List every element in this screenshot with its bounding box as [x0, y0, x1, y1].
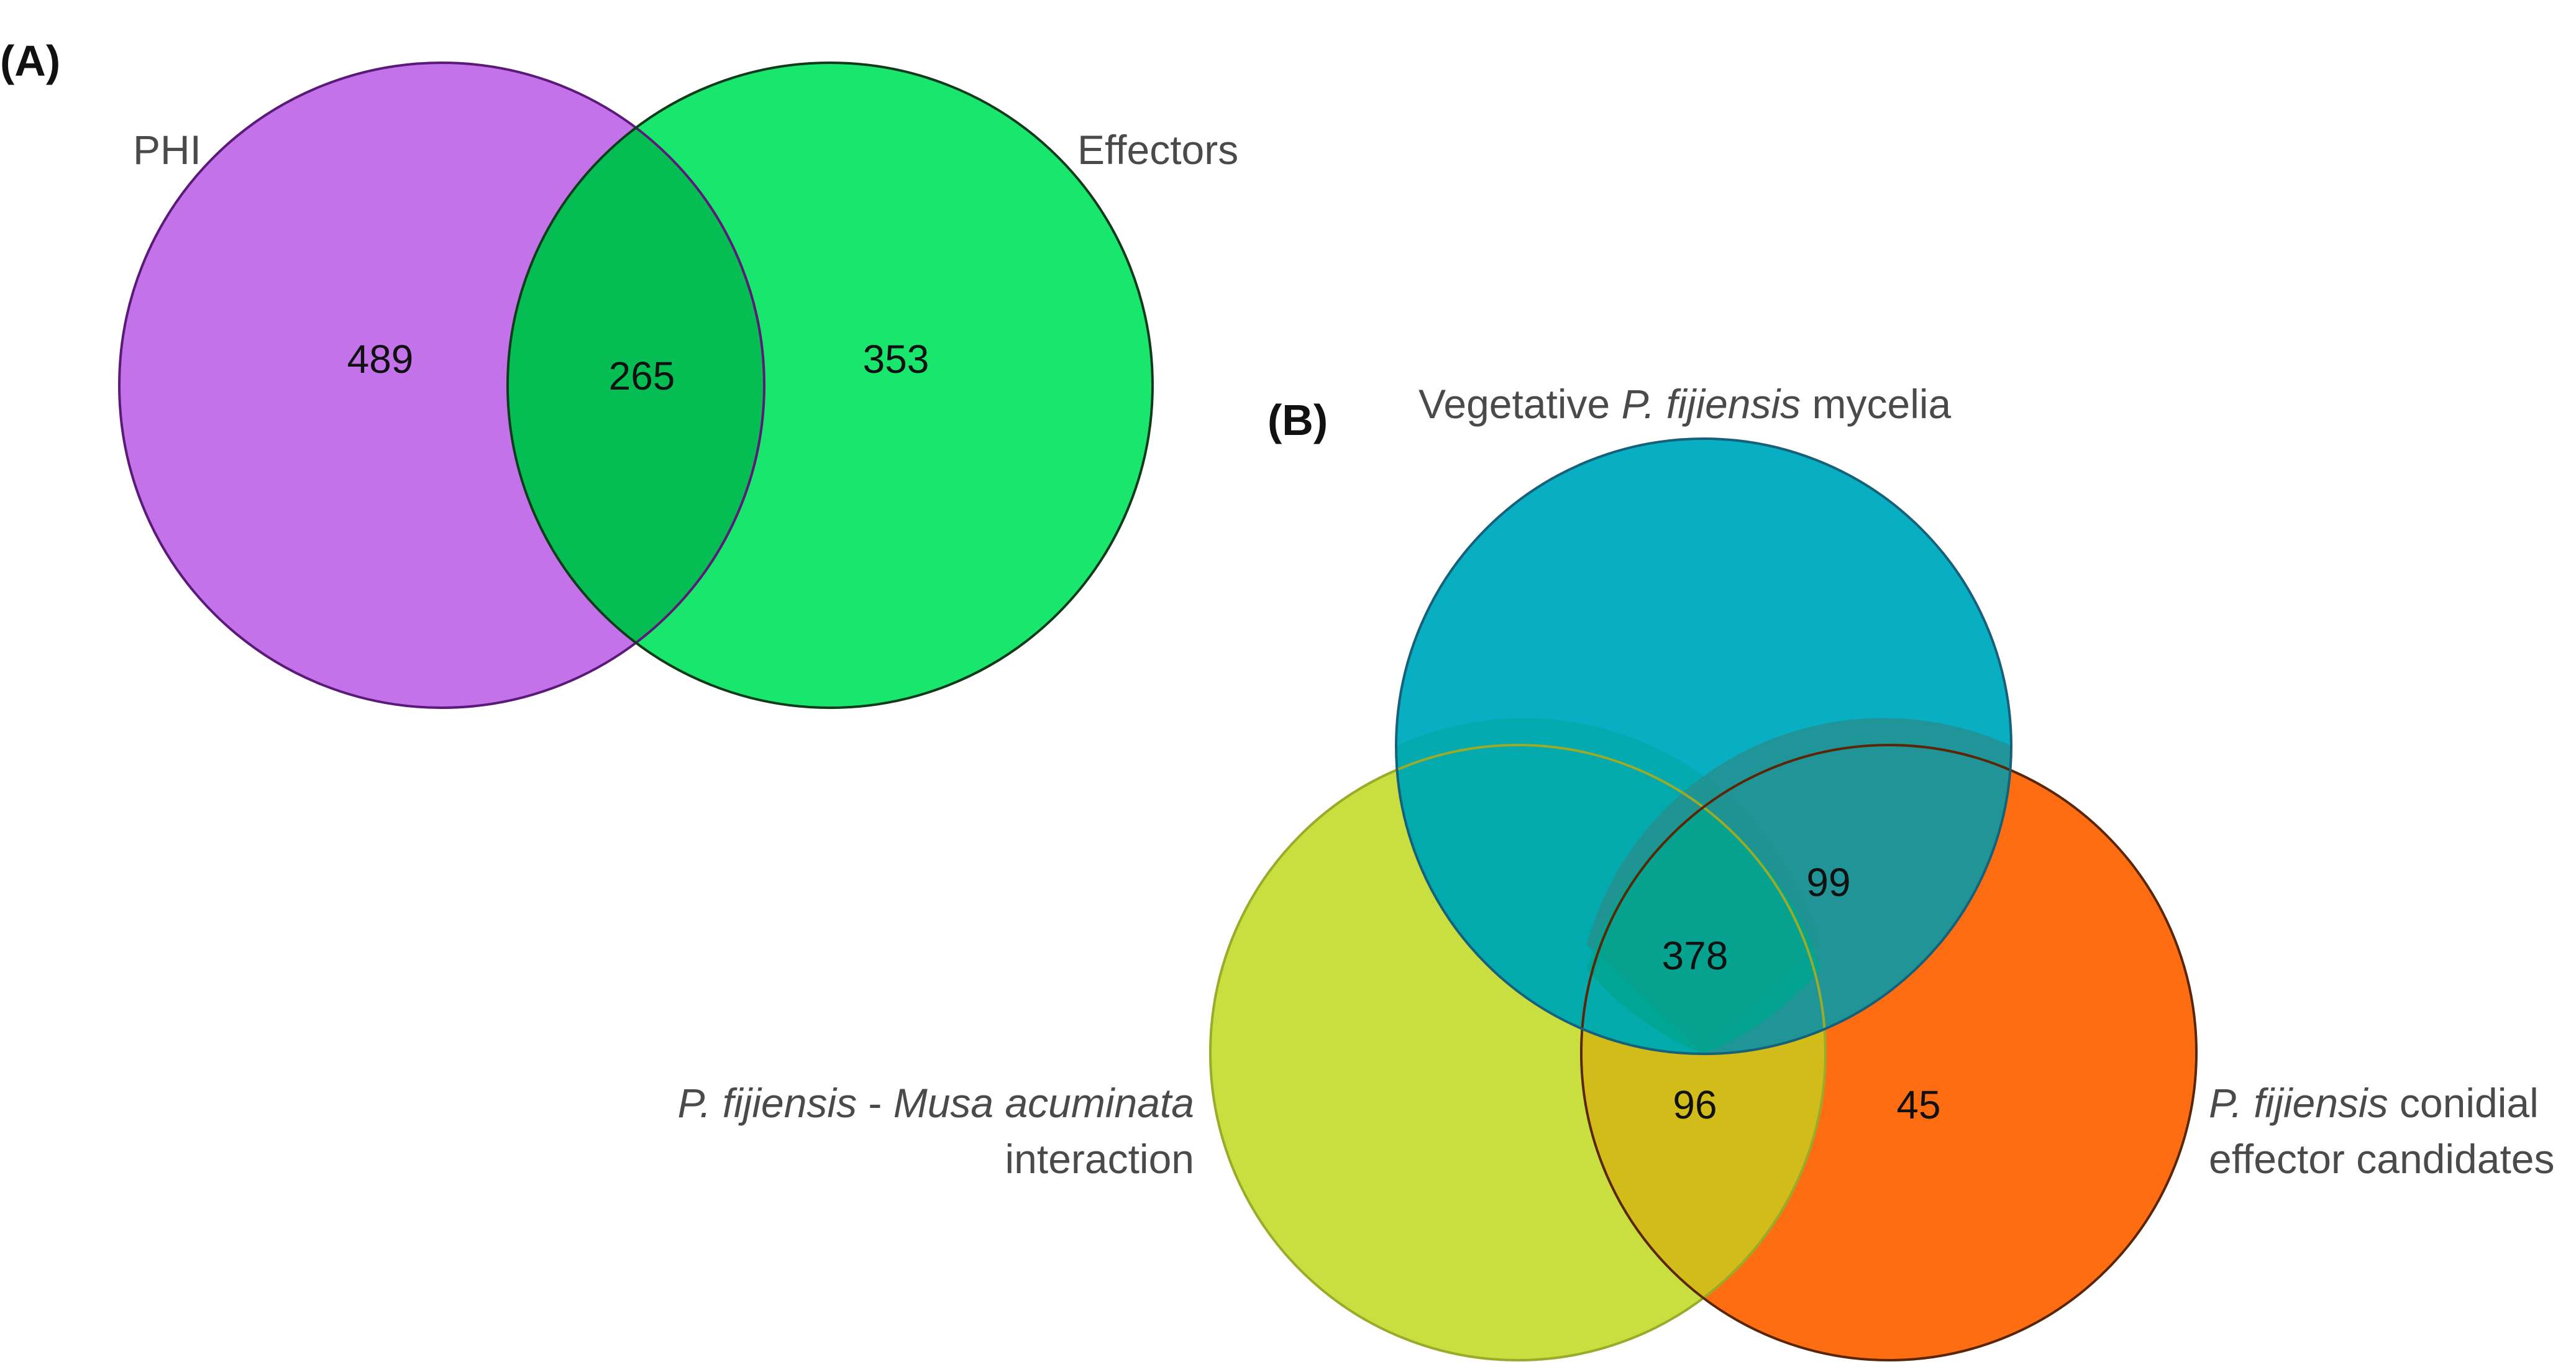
interaction-label-sep: -: [857, 1080, 893, 1126]
phi-set-label: PHI: [133, 127, 201, 173]
phi-circle-outline: [118, 62, 765, 709]
conidial-circle-outline: [1580, 744, 2198, 1361]
count-interaction-conidial: 96: [1673, 1082, 1717, 1127]
interaction-circle-outline: [1209, 744, 1827, 1361]
conidial-set-label-line1: P. fijiensis conidial: [2209, 1080, 2539, 1126]
count-all-three: 378: [1662, 933, 1729, 978]
interaction-set-label-line1: P. fijiensis - Musa acuminata: [678, 1080, 1195, 1126]
panel-a: (A) PHI Effectors 489 265 353: [0, 37, 1238, 709]
vegetative-label-species: P. fijiensis: [1622, 381, 1801, 427]
conidial-set-label-line2: effector candidates: [2209, 1136, 2555, 1182]
vegetative-set-label: Vegetative P. fijiensis mycelia: [1418, 381, 1952, 427]
triple-overlap: [1587, 807, 1820, 1054]
phi-effectors-overlap: [507, 127, 765, 643]
count-effectors-only: 353: [863, 337, 929, 382]
panel-b: (B) Vegetative P. fijiensis mycelia P. f…: [678, 381, 2555, 1361]
vegetative-label-post: mycelia: [1801, 381, 1951, 427]
panel-b-label: (B): [1267, 396, 1328, 444]
count-vegetative-conidial: 99: [1806, 860, 1850, 905]
count-phi-effectors: 265: [609, 354, 675, 398]
conidial-label-post: conidial: [2388, 1080, 2539, 1126]
effectors-circle-outline: [506, 62, 1154, 709]
interaction-set-label-line2: interaction: [1005, 1136, 1194, 1182]
conidial-label-species: P. fijiensis: [2209, 1080, 2388, 1126]
vegetative-circle-outline: [1395, 437, 2012, 1055]
interaction-label-species-b: Musa acuminata: [893, 1080, 1194, 1126]
count-phi-only: 489: [347, 337, 414, 382]
interaction-label-species-a: P. fijiensis: [678, 1080, 857, 1126]
effectors-set-label: Effectors: [1077, 127, 1238, 173]
count-conidial-only: 45: [1896, 1082, 1940, 1127]
vegetative-label-pre: Vegetative: [1418, 381, 1622, 427]
panel-a-label: (A): [0, 37, 60, 85]
